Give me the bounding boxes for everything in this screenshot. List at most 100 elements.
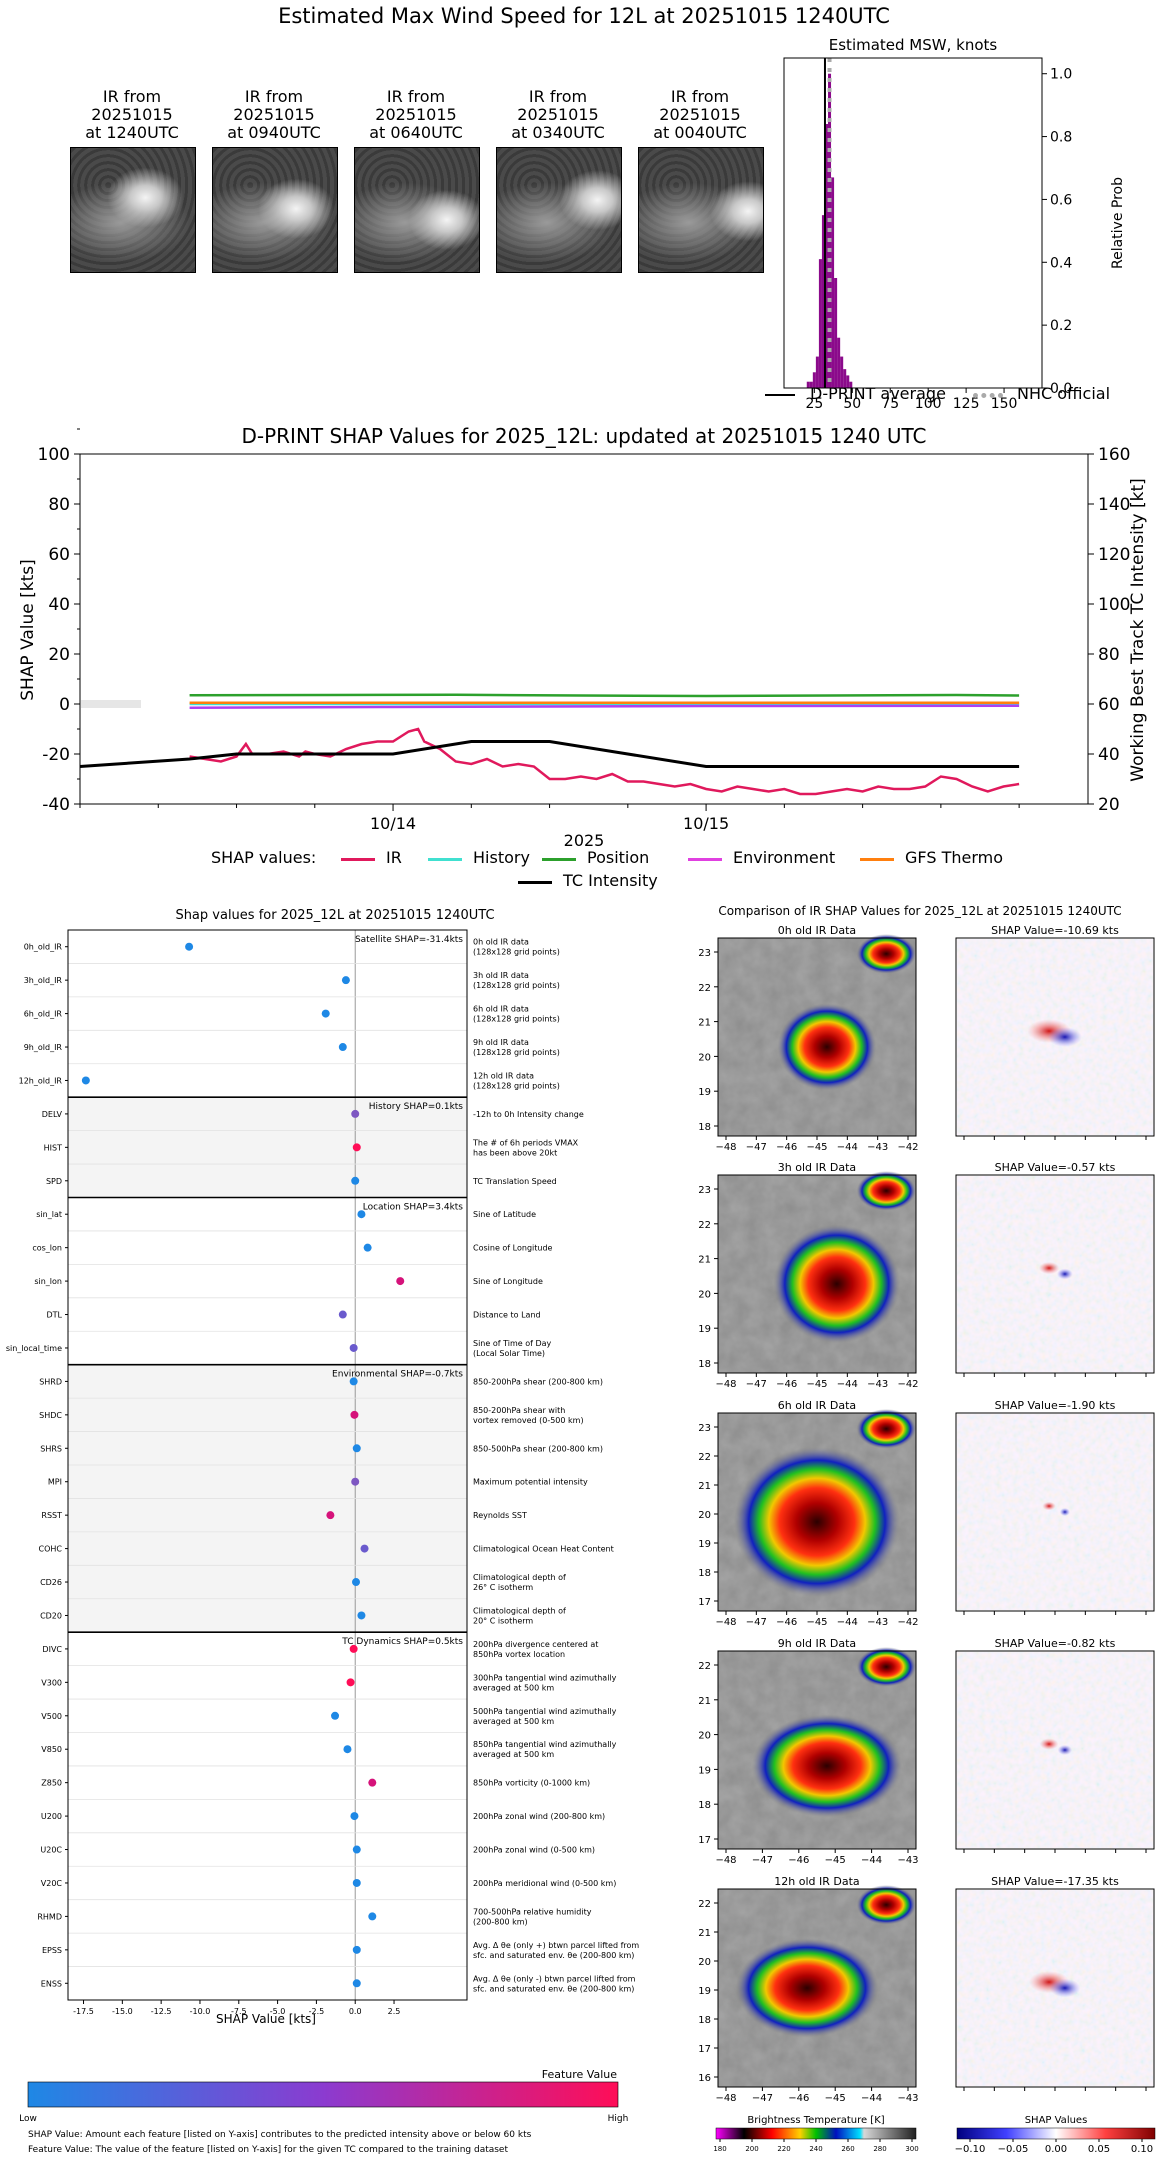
ir-cloud-mass xyxy=(777,1003,877,1091)
feature-label: sin_lon xyxy=(34,1277,62,1286)
ir-x-tick: −48 xyxy=(715,1855,736,1866)
ir-y-tick: 21 xyxy=(698,1018,711,1029)
feature-description: 500hPa tangential wind azimuthally xyxy=(473,1707,617,1716)
feature-shap-dot xyxy=(331,1711,340,1720)
ir-y-tick: 22 xyxy=(698,983,711,994)
feature-description: Distance to Land xyxy=(473,1311,541,1320)
ir-panel-title: 3h old IR Data xyxy=(778,1161,856,1174)
ir-x-tick: −47 xyxy=(746,1142,767,1153)
ir-x-tick: −44 xyxy=(861,2093,882,2104)
feature-description: Avg. Δ θe (only +) btwn parcel lifted fr… xyxy=(473,1941,639,1950)
ir-y-tick: 21 xyxy=(698,1481,711,1492)
ir-panel-title: 9h old IR Data xyxy=(778,1637,856,1650)
ir-cloud-mass xyxy=(735,1938,879,2038)
feature-label: U20C xyxy=(40,1846,62,1855)
feat-x-tick: -5.0 xyxy=(270,2007,286,2016)
feat-x-tick: 2.5 xyxy=(388,2007,401,2016)
feature-shap-dot xyxy=(349,1343,358,1352)
ir-x-tick: −44 xyxy=(837,1142,858,1153)
feature-shap-dot xyxy=(352,1845,361,1854)
feature-description-2: averaged at 500 km xyxy=(473,1750,554,1759)
feature-value-colorbar xyxy=(27,2081,619,2108)
ts-ylabel-right: Working Best Track TC Intensity [kt] xyxy=(1128,478,1148,782)
feat-x-tick: -17.5 xyxy=(73,2007,94,2016)
ir-y-tick: 21 xyxy=(698,1696,711,1707)
note-shap-value: SHAP Value: Amount each feature [listed … xyxy=(28,2130,532,2140)
feature-shap-dot xyxy=(338,1310,347,1319)
ir-x-tick: −47 xyxy=(746,1617,767,1628)
feature-label: SPD xyxy=(46,1177,62,1186)
feature-label: Z850 xyxy=(41,1779,62,1788)
ts-xlabel: 2025 xyxy=(564,831,605,850)
feature-label: cos_lon xyxy=(32,1244,62,1253)
shap-panel-title: SHAP Value=-1.90 kts xyxy=(995,1399,1116,1412)
feature-description: 200hPa meridional wind (0-500 km) xyxy=(473,1879,616,1888)
feature-label: DIVC xyxy=(42,1645,62,1654)
hist-x-tick: 25 xyxy=(805,396,823,412)
ir-thumbnail-caption-line: 20251015 xyxy=(659,105,741,124)
ts-y-left-tick: 80 xyxy=(48,495,70,515)
ir-thumbnail-caption: IR from 20251015 at 0340UTC xyxy=(488,88,628,142)
ir-x-tick: −42 xyxy=(897,1379,918,1390)
ir-x-tick: −43 xyxy=(897,1855,918,1866)
feature-shap-dot xyxy=(351,1477,360,1486)
shap-colorbar-tick: 0.05 xyxy=(1088,2144,1110,2155)
ir-y-tick: 23 xyxy=(698,1185,711,1196)
ts-y-right-tick: 40 xyxy=(1098,745,1120,765)
shap-group-label: History SHAP=0.1kts xyxy=(369,1102,464,1112)
feature-shap-dot xyxy=(368,1912,377,1921)
feat-title: Shap values for 2025_12L at 20251015 124… xyxy=(175,908,494,923)
feature-shap-dot xyxy=(352,1979,361,1988)
feature-shap-dot xyxy=(352,1143,361,1152)
ir-thumbnail-caption-line: IR from xyxy=(386,87,446,106)
ir-thumbnail-caption-line: IR from xyxy=(528,87,588,106)
feature-shap-dot xyxy=(357,1611,366,1620)
ir-x-tick: −43 xyxy=(867,1379,888,1390)
ts-title: D-PRINT SHAP Values for 2025_12L: update… xyxy=(241,424,926,448)
feat-x-tick: -10.0 xyxy=(190,2007,211,2016)
feature-shap-dot xyxy=(350,1410,359,1419)
feature-description: 0h old IR data xyxy=(473,938,529,947)
feature-shap-dot xyxy=(360,1544,369,1553)
feature-description-2: averaged at 500 km xyxy=(473,1683,554,1692)
hist-x-tick: 50 xyxy=(843,396,861,412)
feature-description: Sine of Longitude xyxy=(473,1277,543,1286)
bt-colorbar-tick: 300 xyxy=(905,2145,918,2153)
note-feature-value: Feature Value: The value of the feature … xyxy=(28,2145,508,2155)
feature-label: 0h_old_IR xyxy=(24,943,63,952)
ts-y-right-tick: 140 xyxy=(1098,495,1130,515)
bt-colorbar-tick: 220 xyxy=(777,2145,790,2153)
ts-y-left-tick: 60 xyxy=(48,545,70,565)
ir-thumbnail-caption-line: IR from xyxy=(102,87,162,106)
feat-xlabel: SHAP Value [kts] xyxy=(216,2012,316,2026)
shap-panel-title: SHAP Value=-0.57 kts xyxy=(995,1161,1116,1174)
ir-thumbnail-caption-line: 20251015 xyxy=(233,105,315,124)
ir-x-tick: −42 xyxy=(897,1617,918,1628)
ir-thumbnail-image xyxy=(70,147,196,273)
ir-x-tick: −45 xyxy=(825,1855,846,1866)
ir-thumbnail-image xyxy=(212,147,338,273)
ir-y-tick: 21 xyxy=(698,1255,711,1266)
hist-y-tick: 0.4 xyxy=(1050,255,1072,271)
ir-y-tick: 19 xyxy=(698,1539,711,1550)
ir-thumbnail-caption: IR from 20251015 at 0940UTC xyxy=(204,88,344,142)
feature-shap-dot xyxy=(351,1578,360,1587)
hist-legend-nhc: NHC official xyxy=(1017,384,1111,403)
ts-series-line xyxy=(189,693,1020,698)
ir-x-tick: −47 xyxy=(752,1855,773,1866)
ir-x-tick: −46 xyxy=(776,1379,797,1390)
hist-bar xyxy=(837,337,841,388)
ts-y-right-tick: 120 xyxy=(1098,545,1130,565)
feature-description: 850hPa tangential wind azimuthally xyxy=(473,1740,617,1749)
ir-thumbnail-caption-line: IR from xyxy=(244,87,304,106)
hist-bar xyxy=(840,356,844,388)
hist-y-tick: 0.6 xyxy=(1050,192,1072,208)
feature-description: 6h old IR data xyxy=(473,1005,529,1014)
ir-x-tick: −43 xyxy=(867,1617,888,1628)
feature-shap-dot xyxy=(343,1745,352,1754)
feature-shap-dot xyxy=(351,1176,360,1185)
ts-y-right-tick: 160 xyxy=(1098,445,1130,465)
feat-x-tick: -2.5 xyxy=(309,2007,325,2016)
feature-label: COHC xyxy=(39,1545,63,1554)
ir-y-tick: 20 xyxy=(698,1957,711,1968)
